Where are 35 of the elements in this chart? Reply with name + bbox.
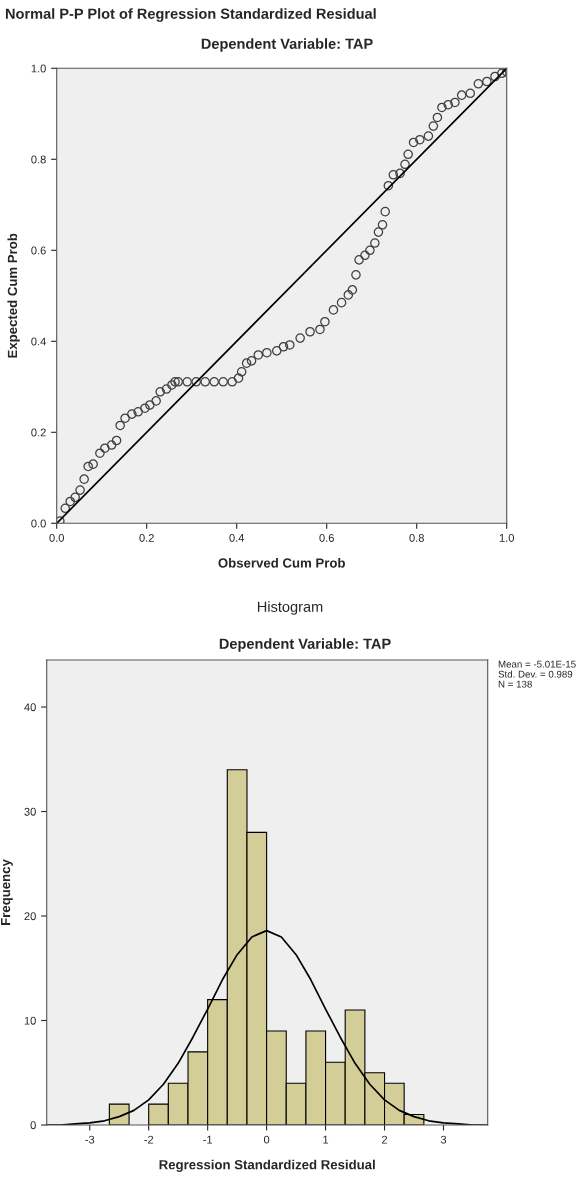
chart-title: Normal P-P Plot of Regression Standardized Residual	[5, 8, 376, 22]
x-tick-label: 3	[440, 1135, 447, 1144]
y-tick-label: 40	[24, 703, 36, 712]
y-tick-label: 1.0	[31, 64, 46, 73]
x-tick-label: 0.6	[319, 534, 334, 542]
x-tick-label: -3	[85, 1135, 95, 1144]
chart-title: Histogram	[257, 601, 323, 615]
x-tick-label: 1	[323, 1135, 329, 1144]
y-tick-label: 0.4	[31, 337, 46, 346]
x-axis-title: Regression Standardized Residual	[159, 1159, 375, 1173]
chart-subtitle: Dependent Variable: TAP	[201, 38, 373, 52]
y-axis-title: Expected Cum Prob	[7, 233, 20, 358]
y-tick-label: 0.2	[31, 428, 46, 437]
y-tick-label: 0.8	[31, 155, 46, 164]
x-tick-label: 0	[263, 1135, 270, 1144]
x-tick-label: 0.8	[409, 534, 424, 542]
y-tick-label: 10	[24, 1016, 36, 1025]
y-axis-title: Frequency	[1, 859, 13, 925]
x-tick-label: 2	[381, 1135, 388, 1144]
x-tick-label: -1	[203, 1135, 213, 1144]
y-tick-label: 20	[24, 912, 36, 921]
x-axis-title: Observed Cum Prob	[218, 557, 345, 568]
y-tick-label: 0	[30, 1121, 36, 1130]
x-tick-label: 0.4	[229, 534, 245, 542]
x-tick-label: 0.2	[139, 534, 154, 542]
x-tick-label: 1.0	[499, 534, 514, 542]
chart-subtitle: Dependent Variable: TAP	[219, 638, 391, 652]
x-tick-label: -2	[144, 1135, 154, 1144]
text: Mean = -5.01E-15	[498, 660, 576, 668]
text: N = 138	[498, 680, 532, 688]
text: Std. Dev. = 0.989	[498, 670, 573, 678]
y-tick-label: 30	[24, 807, 36, 816]
y-tick-label: 0.0	[31, 519, 46, 528]
x-tick-label: 0.0	[49, 534, 64, 542]
y-tick-label: 0.6	[31, 246, 46, 255]
